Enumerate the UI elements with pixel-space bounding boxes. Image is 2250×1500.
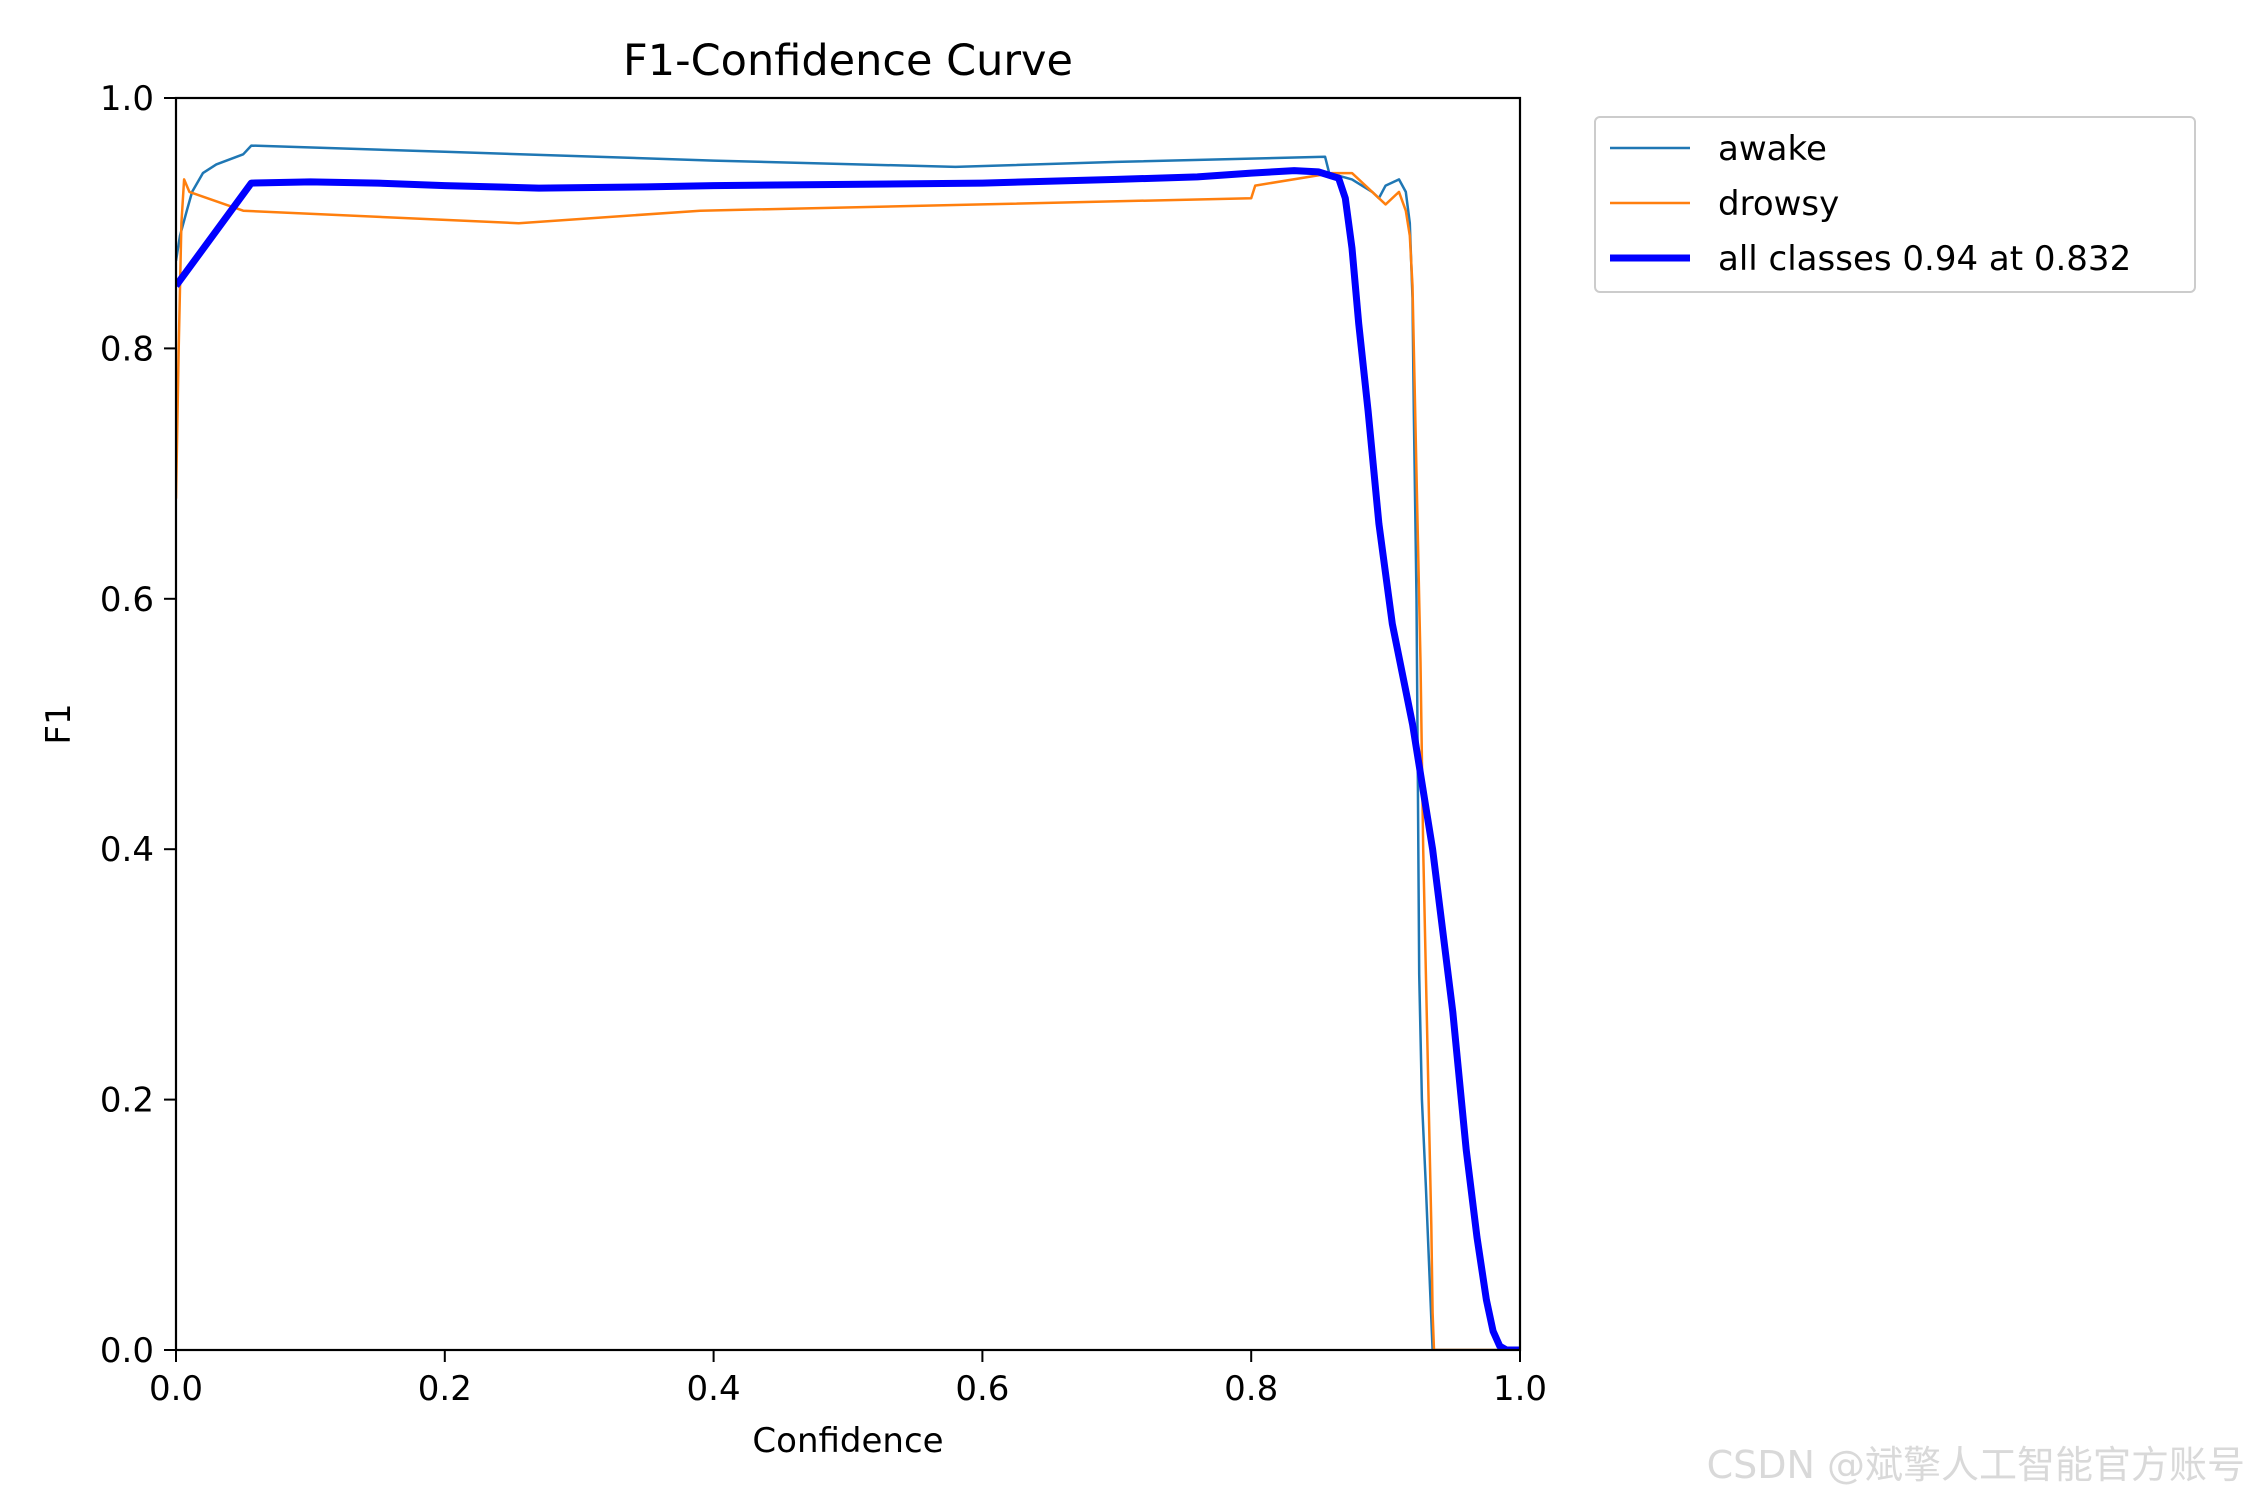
y-axis: 0.0 0.2 0.4 0.6 0.8 1.0 (100, 79, 176, 1371)
y-axis-title: F1 (39, 703, 79, 744)
x-axis: 0.0 0.2 0.4 0.6 0.8 1.0 (149, 1350, 1547, 1409)
y-tick-label: 0.4 (100, 830, 154, 870)
legend-item-2[interactable]: all classes 0.94 at 0.832 (1610, 239, 2131, 279)
y-tick-label: 0.8 (100, 329, 154, 369)
x-tick-label: 0.0 (149, 1369, 203, 1409)
x-tick-label: 1.0 (1493, 1369, 1547, 1409)
y-tick-label: 0.0 (100, 1331, 154, 1371)
x-tick-label: 0.8 (1224, 1369, 1278, 1409)
plot-frame (174, 96, 1522, 1352)
legend-item-0[interactable]: awake (1610, 129, 1827, 169)
series-lines (176, 144, 1520, 1350)
chart-title: F1-Confidence Curve (623, 36, 1073, 86)
x-tick-label: 0.6 (955, 1369, 1009, 1409)
watermark-text: CSDN @斌擎人工智能官方账号 (1707, 1443, 2245, 1487)
legend-label: all classes 0.94 at 0.832 (1718, 239, 2131, 279)
legend[interactable]: awake drowsy all classes 0.94 at 0.832 (1594, 116, 2196, 293)
y-tick-label: 1.0 (100, 79, 154, 119)
x-tick-label: 0.2 (418, 1369, 472, 1409)
legend-box (1594, 116, 2196, 293)
plot-area (174, 96, 1522, 1352)
x-axis-title: Confidence (752, 1421, 943, 1461)
legend-label: awake (1718, 129, 1827, 169)
x-tick-label: 0.4 (687, 1369, 741, 1409)
legend-label: drowsy (1718, 184, 1839, 224)
legend-item-1[interactable]: drowsy (1610, 184, 1839, 224)
series-line-2 (176, 167, 1520, 1350)
y-tick-label: 0.6 (100, 580, 154, 620)
y-tick-label: 0.2 (100, 1081, 154, 1121)
series-line-1 (176, 171, 1520, 1350)
